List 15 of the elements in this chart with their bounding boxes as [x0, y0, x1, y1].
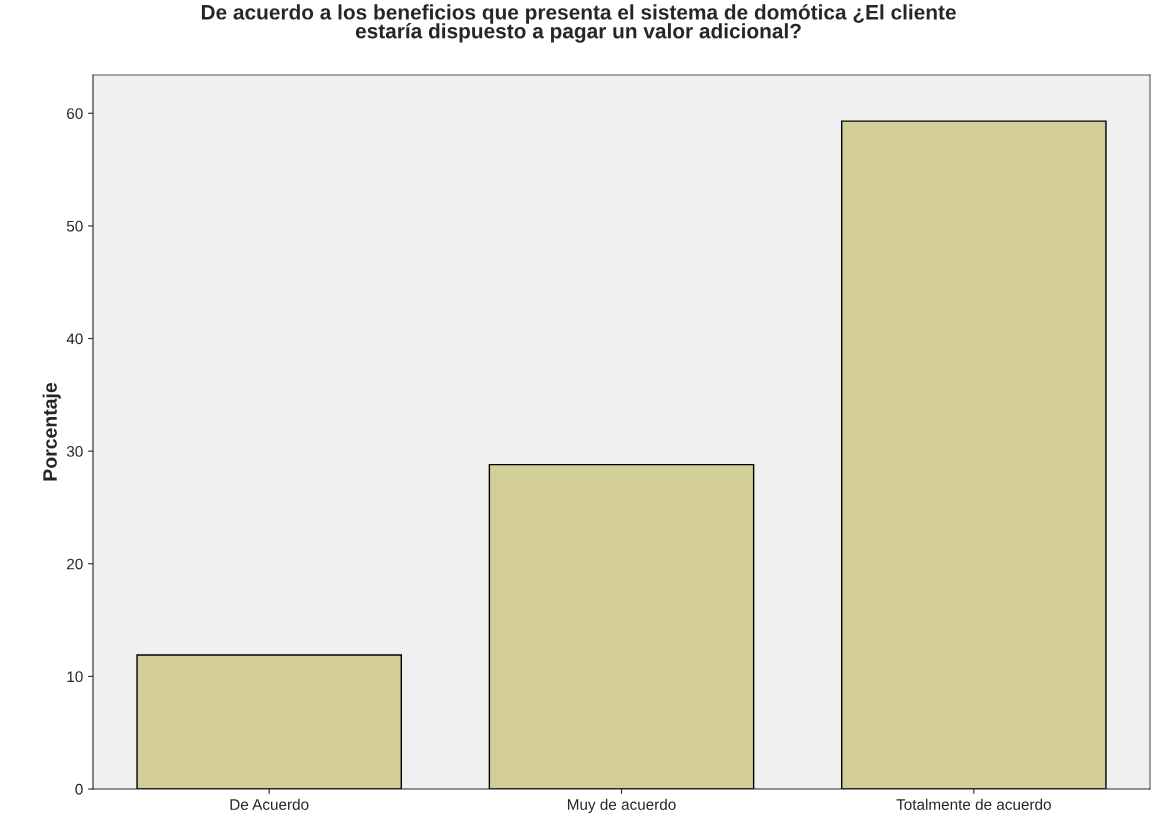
x-tick-label: Totalmente de acuerdo	[896, 798, 1051, 810]
y-axis-title: Porcentaje	[42, 382, 61, 481]
bar	[136, 654, 402, 789]
y-tick-label: 60	[67, 108, 83, 119]
y-tick-label: 30	[66, 446, 83, 457]
y-tick-label: 0	[75, 783, 83, 795]
bar	[841, 120, 1107, 789]
bar	[488, 463, 755, 789]
chart-title: De acuerdo a los beneficios que presenta el sistema de domótica ¿El cliente estaría dispuesto a pagar un valor adicional?	[201, 4, 956, 43]
y-tick-label: 50	[66, 220, 83, 232]
y-tick-label: 10	[67, 671, 83, 683]
x-tick-label: De Acuerdo	[230, 798, 309, 810]
y-tick-label: 20	[67, 558, 83, 570]
y-tick-label: 40	[66, 333, 83, 345]
x-tick-label: Muy de acuerdo	[567, 798, 676, 813]
